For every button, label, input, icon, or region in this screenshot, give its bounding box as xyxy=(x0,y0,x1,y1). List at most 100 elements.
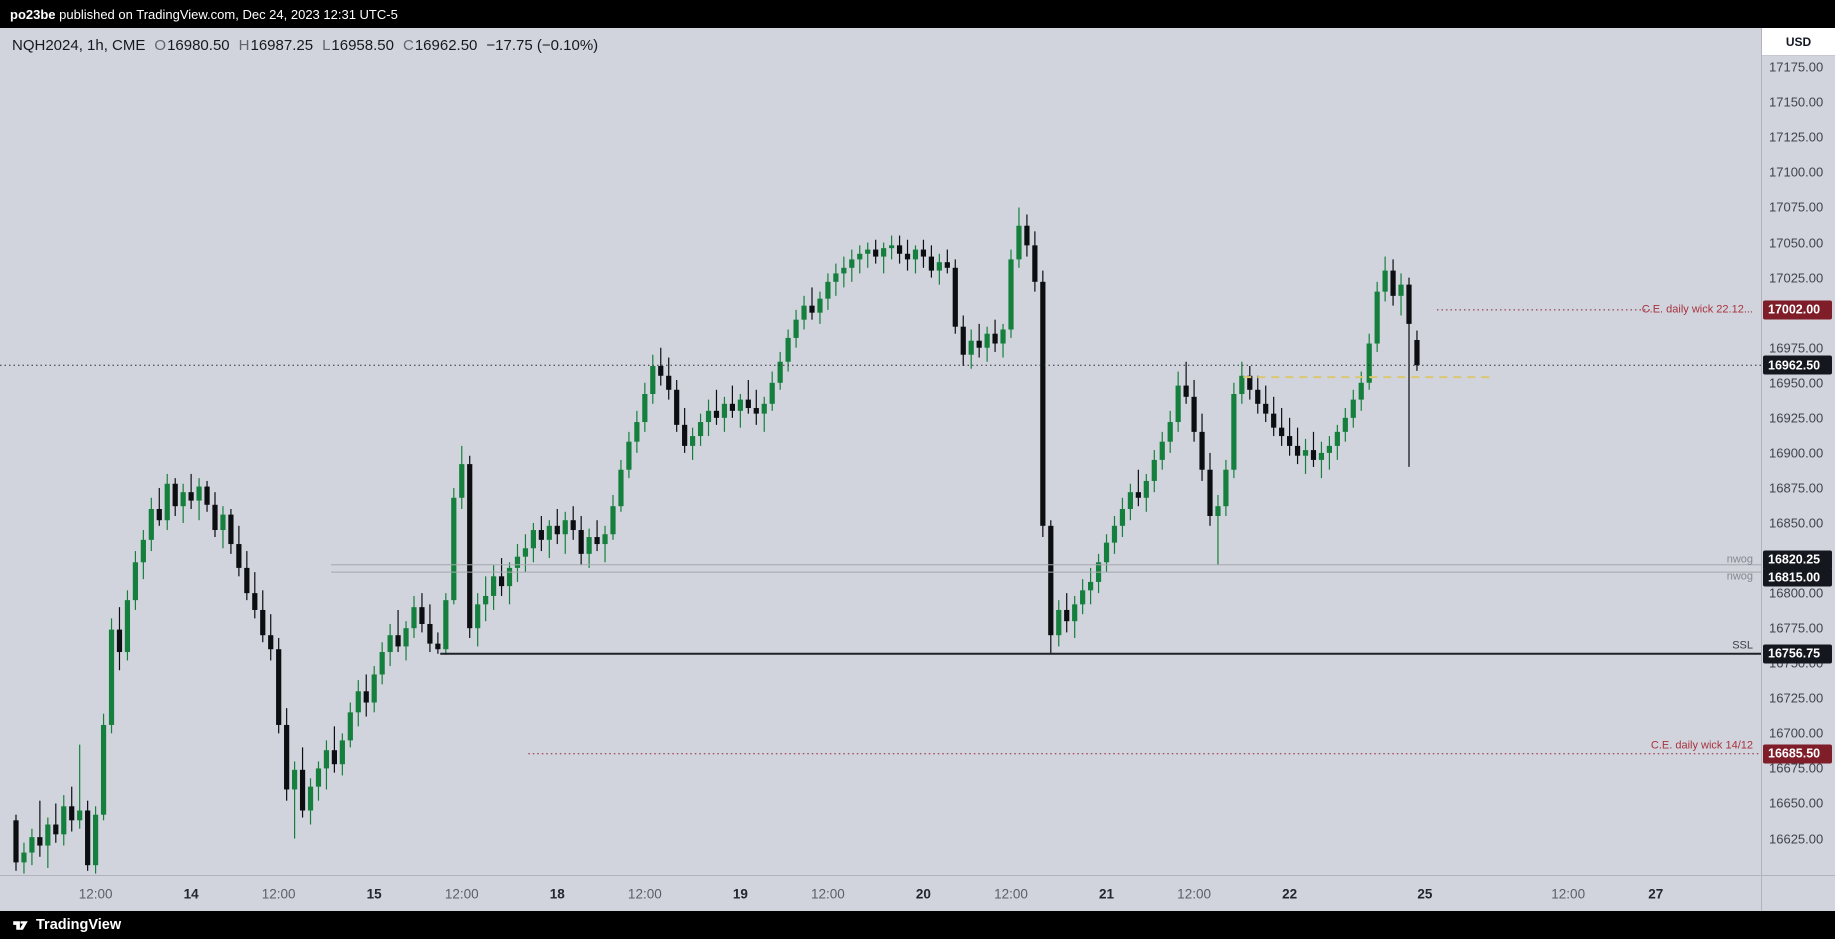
symbol-title[interactable]: NQH2024, 1h, CME xyxy=(12,37,146,54)
candle-body xyxy=(315,768,322,787)
candle-body xyxy=(164,483,170,521)
candle-body xyxy=(498,576,505,587)
candle-body xyxy=(323,750,330,769)
candle-body xyxy=(53,824,59,835)
candle-body xyxy=(1406,284,1412,324)
candle-body xyxy=(506,567,513,587)
candle-body xyxy=(578,530,584,554)
chart-main-row: NQH2024, 1h, CME O16980.50 H16987.25 L16… xyxy=(0,28,1835,875)
candle-body xyxy=(554,525,560,535)
currency-toggle[interactable]: USD xyxy=(1762,28,1835,56)
candle-body xyxy=(1382,270,1388,292)
candle-body xyxy=(1048,525,1054,636)
price-tick-label: 16625.00 xyxy=(1769,831,1824,847)
candle-body xyxy=(1056,609,1062,636)
chart-plot[interactable]: NQH2024, 1h, CME O16980.50 H16987.25 L16… xyxy=(0,28,1761,875)
tradingview-logo-icon[interactable] xyxy=(12,917,29,934)
candle-body xyxy=(371,674,377,703)
price-tick-label: 16700.00 xyxy=(1769,725,1824,741)
time-label-hour: 12:00 xyxy=(811,886,845,901)
candle-body xyxy=(156,508,162,521)
candle-body xyxy=(1024,225,1030,246)
candle-body xyxy=(347,712,353,741)
price-tick-label: 16800.00 xyxy=(1769,585,1824,601)
price-tick-label: 17150.00 xyxy=(1769,94,1824,110)
candle-body xyxy=(881,248,887,257)
candle-body xyxy=(196,486,202,501)
candle-body xyxy=(1127,492,1133,509)
candle-body xyxy=(1239,375,1245,395)
candle-body xyxy=(833,273,839,282)
candle-body xyxy=(650,365,656,395)
candle-body xyxy=(729,403,735,411)
candle-body xyxy=(761,403,767,414)
candle-body xyxy=(292,769,298,790)
candle-body xyxy=(180,492,186,507)
candle-body xyxy=(745,399,751,409)
candle-body xyxy=(37,837,43,846)
published-bar: po23be published on TradingView.com, Dec… xyxy=(0,0,1835,28)
candle-body xyxy=(132,562,138,601)
time-label-day: 18 xyxy=(549,886,565,901)
candle-body xyxy=(1414,340,1420,366)
candle-body xyxy=(1072,604,1078,622)
candle-body xyxy=(1199,431,1205,470)
time-label-day: 14 xyxy=(183,886,199,901)
time-label-day: 22 xyxy=(1282,886,1298,901)
candle-body xyxy=(260,609,266,636)
candle-body xyxy=(530,530,536,549)
price-tick-label: 16900.00 xyxy=(1769,445,1824,461)
candle-body xyxy=(475,604,481,629)
time-axis[interactable]: 12:00 14 12:00 15 12:00 18 12:00 19 12:00 20 12:00… xyxy=(0,875,1835,911)
symbol-info-bar: NQH2024, 1h, CME O16980.50 H16987.25 L16… xyxy=(12,37,598,54)
candle-body xyxy=(912,249,919,260)
price-axis[interactable]: USD 17175.00 17150.00 17125.00 17100.00 1707… xyxy=(1761,28,1835,875)
candle-body xyxy=(1143,480,1149,498)
candle-body xyxy=(1358,382,1364,400)
candle-body xyxy=(363,691,369,703)
candle-body xyxy=(737,399,743,411)
candle-body xyxy=(93,814,99,866)
footer-brand-text[interactable]: TradingView xyxy=(36,917,122,933)
candle-body xyxy=(419,607,425,624)
candle-body xyxy=(1119,508,1126,526)
candle-body xyxy=(857,253,863,260)
candle-body xyxy=(602,534,608,545)
candle-body xyxy=(562,520,568,535)
candle-body xyxy=(403,628,409,647)
price-tick-label: 16850.00 xyxy=(1769,515,1824,531)
candle-body xyxy=(992,333,998,344)
candle-body xyxy=(236,544,242,568)
candle-body xyxy=(920,249,927,257)
candle-body xyxy=(1326,445,1332,453)
candle-body xyxy=(124,600,131,653)
candle-body xyxy=(459,464,465,498)
candle-body xyxy=(172,483,178,507)
candle-body xyxy=(228,514,234,545)
time-label-day: 19 xyxy=(732,886,748,901)
level-label: SSL xyxy=(1732,639,1753,652)
candle-body xyxy=(148,508,154,540)
price-tick-label: 17125.00 xyxy=(1769,129,1824,145)
candle-body xyxy=(634,422,640,442)
price-tick-label: 16650.00 xyxy=(1769,795,1824,811)
candle-body xyxy=(307,786,314,811)
price-tick-label: 17075.00 xyxy=(1769,199,1824,215)
candlestick-series xyxy=(13,207,1420,874)
candle-body xyxy=(331,750,337,765)
candle-body xyxy=(713,410,720,418)
candle-body xyxy=(1103,542,1110,563)
candle-body xyxy=(1191,396,1197,432)
candle-body xyxy=(1231,394,1237,470)
time-label-hour: 12:00 xyxy=(444,886,479,901)
ohlc-low: L16958.50 xyxy=(322,37,394,54)
candle-body xyxy=(674,389,680,425)
price-tick-label: 16925.00 xyxy=(1769,410,1824,426)
time-label-day: 15 xyxy=(366,886,382,901)
candle-body xyxy=(1342,417,1348,432)
candle-body xyxy=(690,436,696,446)
time-label-day: 25 xyxy=(1417,886,1433,901)
candle-body xyxy=(570,520,576,531)
candle-body xyxy=(873,249,879,257)
price-tag: 16815.00 xyxy=(1763,567,1832,587)
